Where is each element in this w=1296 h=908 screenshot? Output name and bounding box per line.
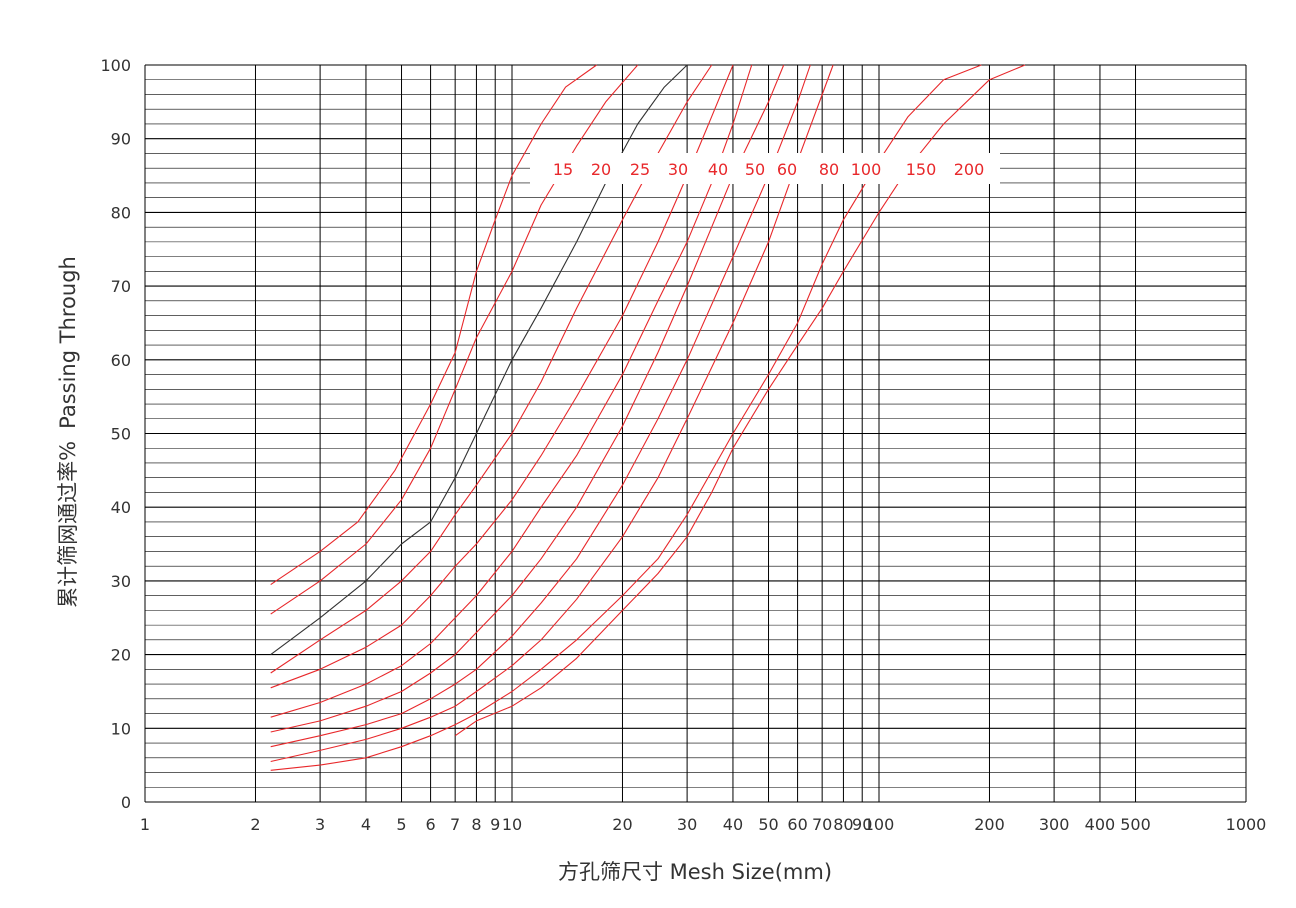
x-tick-label: 6 — [425, 815, 435, 834]
x-tick-label: 90 — [852, 815, 872, 834]
y-tick-label: 40 — [111, 498, 131, 517]
x-tick-label: 7 — [450, 815, 460, 834]
series-line-25 — [270, 64, 688, 656]
series-line-100 — [270, 64, 834, 763]
x-tick-label: 40 — [723, 815, 743, 834]
legend-label-30: 30 — [668, 160, 688, 179]
x-tick-label: 300 — [1039, 815, 1070, 834]
x-tick-label: 2 — [250, 815, 260, 834]
series-lines — [270, 64, 1026, 771]
x-tick-label: 10 — [502, 815, 522, 834]
x-tick-label: 1000 — [1226, 815, 1267, 834]
x-tick-label: 5 — [396, 815, 406, 834]
legend-background — [530, 153, 1000, 184]
x-tick-label: 400 — [1085, 815, 1116, 834]
legend-label-150: 150 — [906, 160, 937, 179]
series-line-20 — [270, 64, 639, 615]
legend-label-100: 100 — [851, 160, 882, 179]
y-tick-label: 50 — [111, 425, 131, 444]
y-tick-label: 0 — [121, 793, 131, 812]
legend-label-50: 50 — [745, 160, 765, 179]
y-tick-label: 10 — [111, 719, 131, 738]
y-tick-label: 80 — [111, 203, 131, 222]
x-tick-label: 8 — [471, 815, 481, 834]
x-axis-label: 方孔筛尺寸 Mesh Size(mm) — [557, 860, 833, 884]
grid-lines — [144, 64, 1247, 803]
x-tick-label: 4 — [361, 815, 371, 834]
x-tick-label: 100 — [864, 815, 895, 834]
x-tick-label: 200 — [974, 815, 1005, 834]
x-tick-label: 80 — [833, 815, 853, 834]
legend-label-15: 15 — [553, 160, 573, 179]
y-tick-label: 70 — [111, 277, 131, 296]
series-line-80 — [270, 64, 811, 748]
y-axis-label: 累计筛网通过率% Passing Through — [52, 256, 82, 608]
y-tick-label: 100 — [100, 56, 131, 75]
y-axis-label-english: Passing Through — [56, 256, 80, 429]
series-line-60 — [270, 64, 785, 733]
legend-label-25: 25 — [630, 160, 650, 179]
legend-label-40: 40 — [708, 160, 728, 179]
x-tick-label: 3 — [315, 815, 325, 834]
legend-label-20: 20 — [591, 160, 611, 179]
series-line-150 — [270, 64, 982, 771]
x-tick-label: 20 — [612, 815, 632, 834]
y-axis-label-chinese: 累计筛网通过率% — [56, 440, 80, 608]
x-tick-label: 500 — [1120, 815, 1151, 834]
legend-label-200: 200 — [954, 160, 985, 179]
x-tick-label: 70 — [812, 815, 832, 834]
y-tick-label: 30 — [111, 572, 131, 591]
series-legend: 15 20 25 30 40 50 60 80 100 150 200 — [530, 153, 1000, 184]
y-tick-label: 20 — [111, 646, 131, 665]
y-tick-label: 90 — [111, 130, 131, 149]
series-line-50 — [270, 64, 753, 718]
series-line-15 — [270, 64, 597, 586]
x-tick-label: 60 — [787, 815, 807, 834]
x-tick-label: 1 — [140, 815, 150, 834]
x-tick-label: 9 — [490, 815, 500, 834]
legend-label-60: 60 — [777, 160, 797, 179]
legend-label-80: 80 — [819, 160, 839, 179]
x-tick-label: 50 — [758, 815, 778, 834]
y-tick-label: 60 — [111, 351, 131, 370]
x-tick-label: 30 — [677, 815, 697, 834]
series-line-40 — [270, 64, 734, 689]
